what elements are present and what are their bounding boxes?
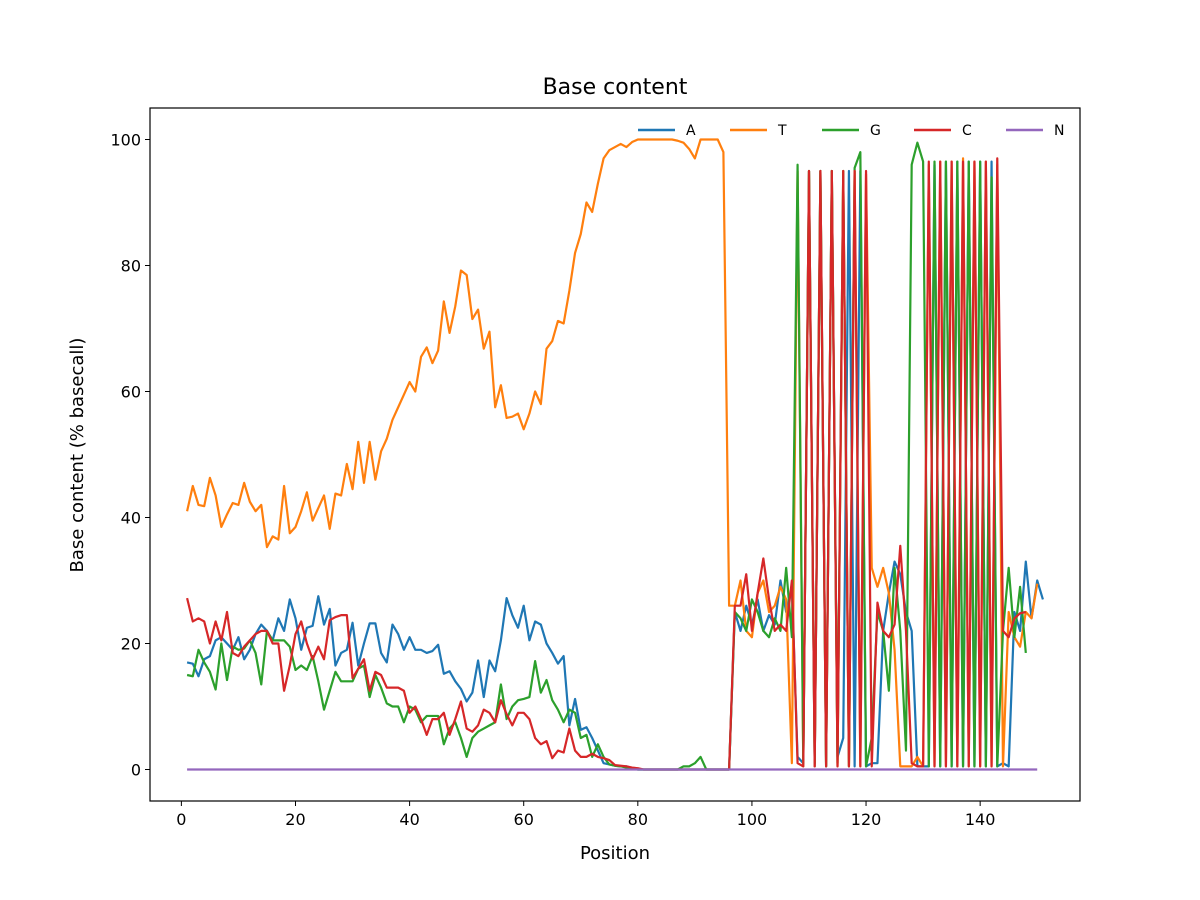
legend-label-a: A (686, 123, 696, 139)
x-tick-label: 60 (514, 810, 534, 829)
y-tick-label: 40 (121, 509, 141, 528)
y-tick-label: 60 (121, 383, 141, 402)
x-tick-label: 40 (399, 810, 419, 829)
series-line-g (186, 141, 1027, 771)
series-line-t (186, 138, 1039, 768)
x-tick-label: 0 (176, 810, 186, 829)
series-line-a (186, 160, 1044, 771)
x-axis: 0 20 40 60 80 100 120 140 (176, 801, 995, 829)
y-tick-label: 100 (110, 131, 141, 150)
x-tick-label: 120 (851, 810, 882, 829)
y-axis: 0 20 40 60 80 100 (110, 131, 150, 780)
legend-label-g: G (870, 123, 881, 139)
legend-label-n: N (1054, 123, 1064, 139)
x-tick-label: 80 (628, 810, 648, 829)
chart-title: Base content (543, 75, 688, 100)
plot-area-frame (149, 107, 1081, 802)
y-tick-label: 20 (121, 635, 141, 654)
x-tick-label: 140 (965, 810, 996, 829)
legend-label-t: T (777, 123, 787, 139)
legend-label-c: C (962, 123, 972, 139)
series-line-c (186, 157, 1027, 771)
x-tick-label: 20 (285, 810, 305, 829)
x-axis-label: Position (580, 843, 650, 864)
series-layer (186, 138, 1044, 771)
y-tick-label: 0 (131, 761, 141, 780)
y-tick-label: 80 (121, 257, 141, 276)
y-axis-label: Base content (% basecall) (67, 338, 88, 573)
x-tick-label: 100 (737, 810, 768, 829)
